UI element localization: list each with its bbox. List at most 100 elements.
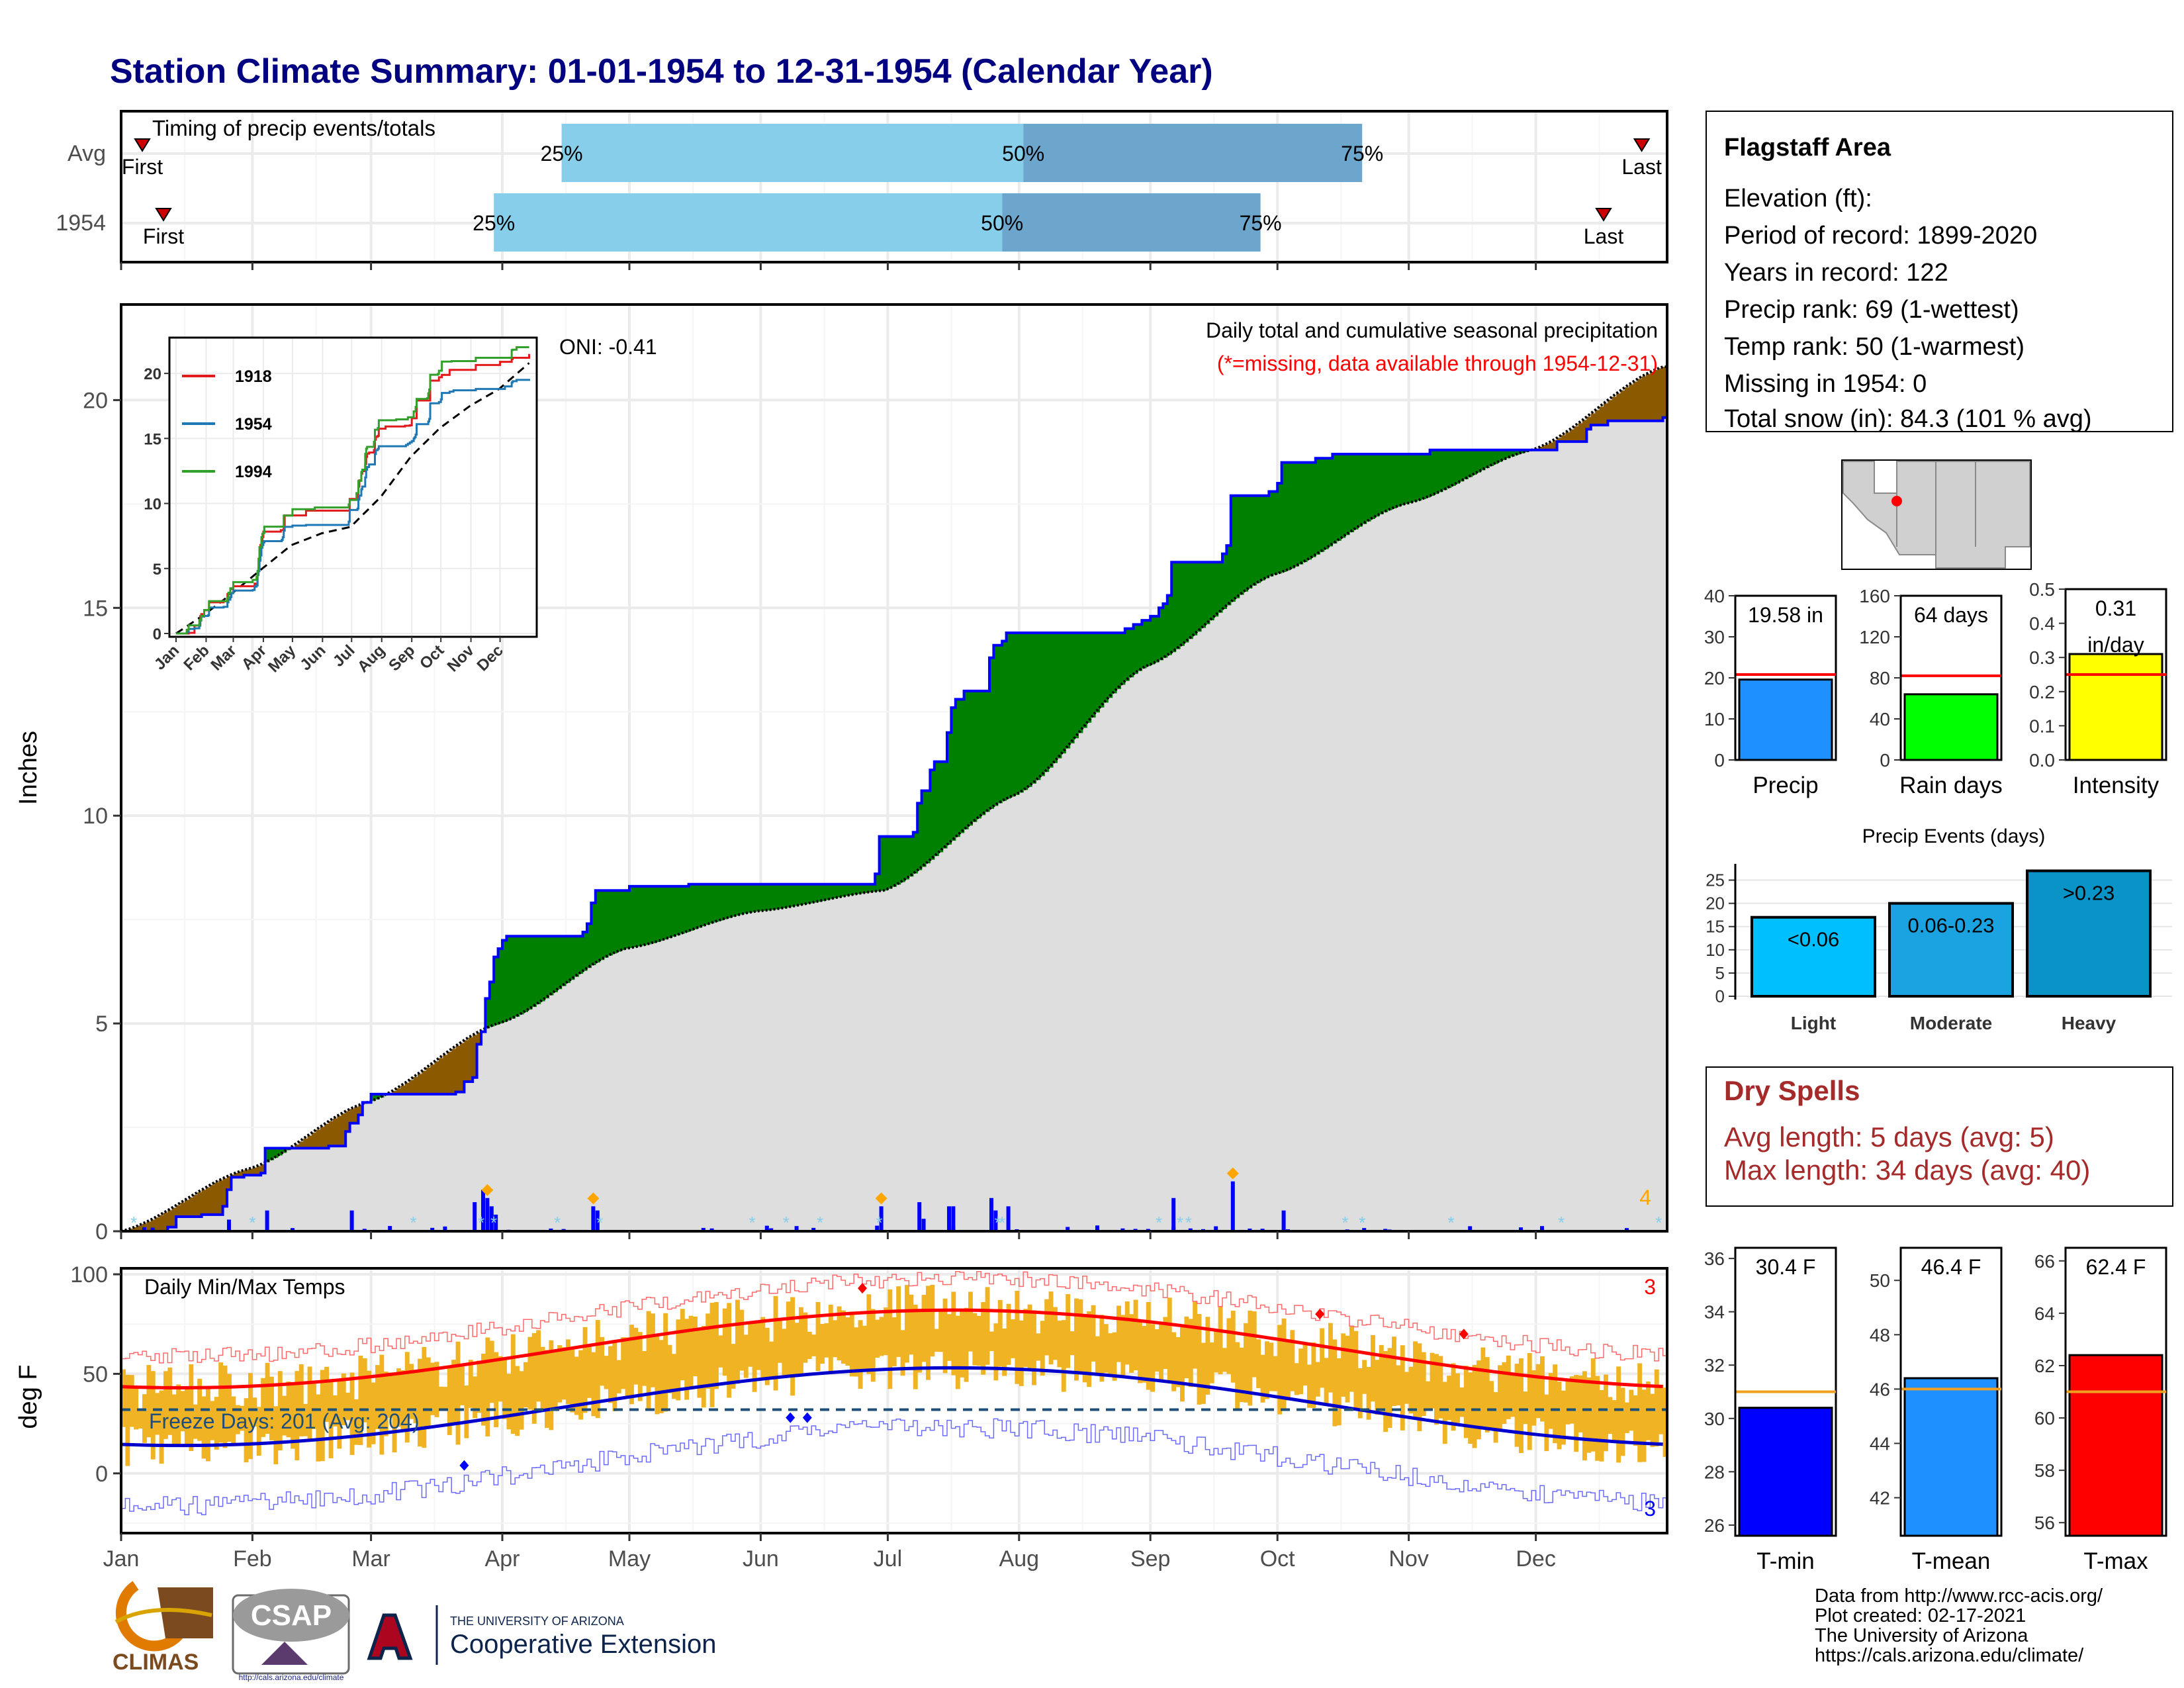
surplus-fill (1484, 449, 1490, 469)
daily-temp-bar (1413, 1341, 1418, 1418)
surplus-fill (1510, 449, 1516, 457)
deficit-fill (240, 1171, 245, 1178)
daily-temp-bar (1459, 1387, 1465, 1417)
daily-temp-bar (676, 1319, 681, 1401)
inset-y-tick-label: 0 (153, 626, 161, 643)
daily-temp-bar (752, 1322, 757, 1392)
daily-temp-bar (934, 1329, 939, 1352)
daily-temp-bar (587, 1344, 592, 1398)
daily-temp-bar (786, 1301, 791, 1376)
daily-temp-bar (176, 1384, 181, 1445)
deficit-fill (303, 1139, 308, 1149)
tmin-mini-tick-label: 26 (1704, 1515, 1725, 1536)
month-label: May (608, 1546, 651, 1571)
intensity-mini-tick-label: 0.5 (2029, 579, 2055, 600)
daily-temp-bar (1451, 1363, 1456, 1431)
surplus-fill (909, 836, 914, 877)
surplus-fill (680, 886, 685, 934)
tmax-mini-chart: 56 58 60 62 64 66 62.4 F T-max (2034, 1246, 2167, 1574)
daily-temp-bar (705, 1313, 711, 1389)
month-label: Feb (233, 1546, 272, 1571)
station-info-box: Flagstaff Area Elevation (ft): Period of… (1706, 111, 2173, 433)
daily-temp-bar (210, 1401, 215, 1440)
missing-note: (*=missing, data available through 1954-… (1217, 352, 1658, 375)
daily-temp-bar (400, 1370, 406, 1432)
surplus-fill (277, 1148, 283, 1156)
daily-temp-bar (1625, 1402, 1629, 1433)
deficit-fill (354, 1107, 359, 1123)
deficit-fill (1633, 381, 1638, 421)
daily-temp-bar (1286, 1341, 1291, 1401)
deficit-fill (1625, 387, 1629, 421)
daily-temp-bar (722, 1308, 727, 1376)
daily-temp-bar (697, 1329, 702, 1398)
surplus-fill (1201, 562, 1206, 628)
daily-temp-bar (727, 1303, 732, 1398)
daily-temp-bar (396, 1368, 401, 1427)
daily-temp-bar (1383, 1350, 1388, 1432)
events-tick-label: 10 (1706, 940, 1725, 960)
surplus-fill (1345, 454, 1350, 536)
surplus-fill (833, 884, 838, 899)
daily-temp-bar (324, 1366, 330, 1423)
daily-temp-bar (1616, 1366, 1621, 1463)
daily-temp-bar (1214, 1331, 1219, 1373)
daily-temp-bar (1167, 1297, 1172, 1382)
temp-panel: 0 50 100 deg F Daily Min/Max Temps Freeze … (15, 1262, 1668, 1571)
deficit-fill (146, 1221, 152, 1231)
surplus-fill (837, 884, 842, 898)
daily-precip-bar (1281, 1210, 1286, 1231)
location-map (1841, 459, 2032, 570)
surplus-fill (1434, 449, 1439, 494)
deficit-fill (1544, 445, 1549, 450)
daily-temp-bar (1375, 1360, 1380, 1415)
daily-temp-bar (185, 1387, 189, 1446)
daily-temp-bar (1535, 1364, 1541, 1419)
events-title: Precip Events (days) (1862, 825, 2046, 847)
daily-temp-bar (1341, 1333, 1346, 1397)
daily-temp-bar (1484, 1357, 1490, 1432)
surplus-fill (1006, 632, 1011, 799)
daily-temp-bar (637, 1332, 643, 1401)
deficit-fill (1582, 420, 1587, 442)
surplus-fill (1489, 449, 1494, 466)
surplus-fill (637, 886, 643, 947)
surplus-fill (1142, 620, 1147, 669)
daily-temp-bar (409, 1364, 414, 1419)
surplus-fill (756, 884, 761, 912)
daily-temp-bar (404, 1352, 410, 1443)
daily-temp-bar (1226, 1318, 1232, 1374)
surplus-fill (718, 884, 723, 921)
daily-temp-bar (506, 1374, 512, 1430)
daily-temp-bar (667, 1344, 672, 1393)
daily-temp-bar (870, 1309, 876, 1382)
snow-marker-icon: * (596, 1213, 603, 1233)
tmin-mini-tick-label: 30 (1704, 1409, 1725, 1429)
deficit-fill (167, 1210, 173, 1227)
daily-precip-bar (947, 1206, 951, 1231)
deficit-fill (413, 1077, 418, 1094)
daily-temp-bar (1438, 1356, 1443, 1419)
daily-temp-bar (646, 1311, 651, 1409)
raindays-mini-tick-label: 40 (1870, 709, 1890, 729)
surplus-fill (566, 936, 570, 983)
deficit-fill (159, 1215, 164, 1231)
credit-line-3: The University of Arizona (1815, 1625, 2028, 1646)
dry-spells-title: Dry Spells (1724, 1075, 1860, 1106)
daily-temp-bar (214, 1397, 219, 1450)
daily-temp-bar (244, 1398, 249, 1463)
surplus-fill (1357, 454, 1363, 527)
surplus-fill (527, 936, 533, 1010)
surplus-fill (1133, 624, 1138, 675)
surplus-fill (1193, 562, 1198, 635)
daily-temp-bar (489, 1340, 494, 1403)
timing-label-50: 50% (981, 211, 1023, 235)
daily-temp-bar (388, 1372, 393, 1418)
raindays-mini-bar (1903, 693, 1999, 761)
tmean-mini-tick-label: 50 (1870, 1270, 1890, 1291)
surplus-fill (926, 790, 931, 864)
deficit-fill (1641, 376, 1647, 421)
daily-temp-bar (693, 1316, 698, 1377)
max-record-count: 3 (1644, 1275, 1656, 1299)
daily-temp-bar (1633, 1395, 1638, 1446)
